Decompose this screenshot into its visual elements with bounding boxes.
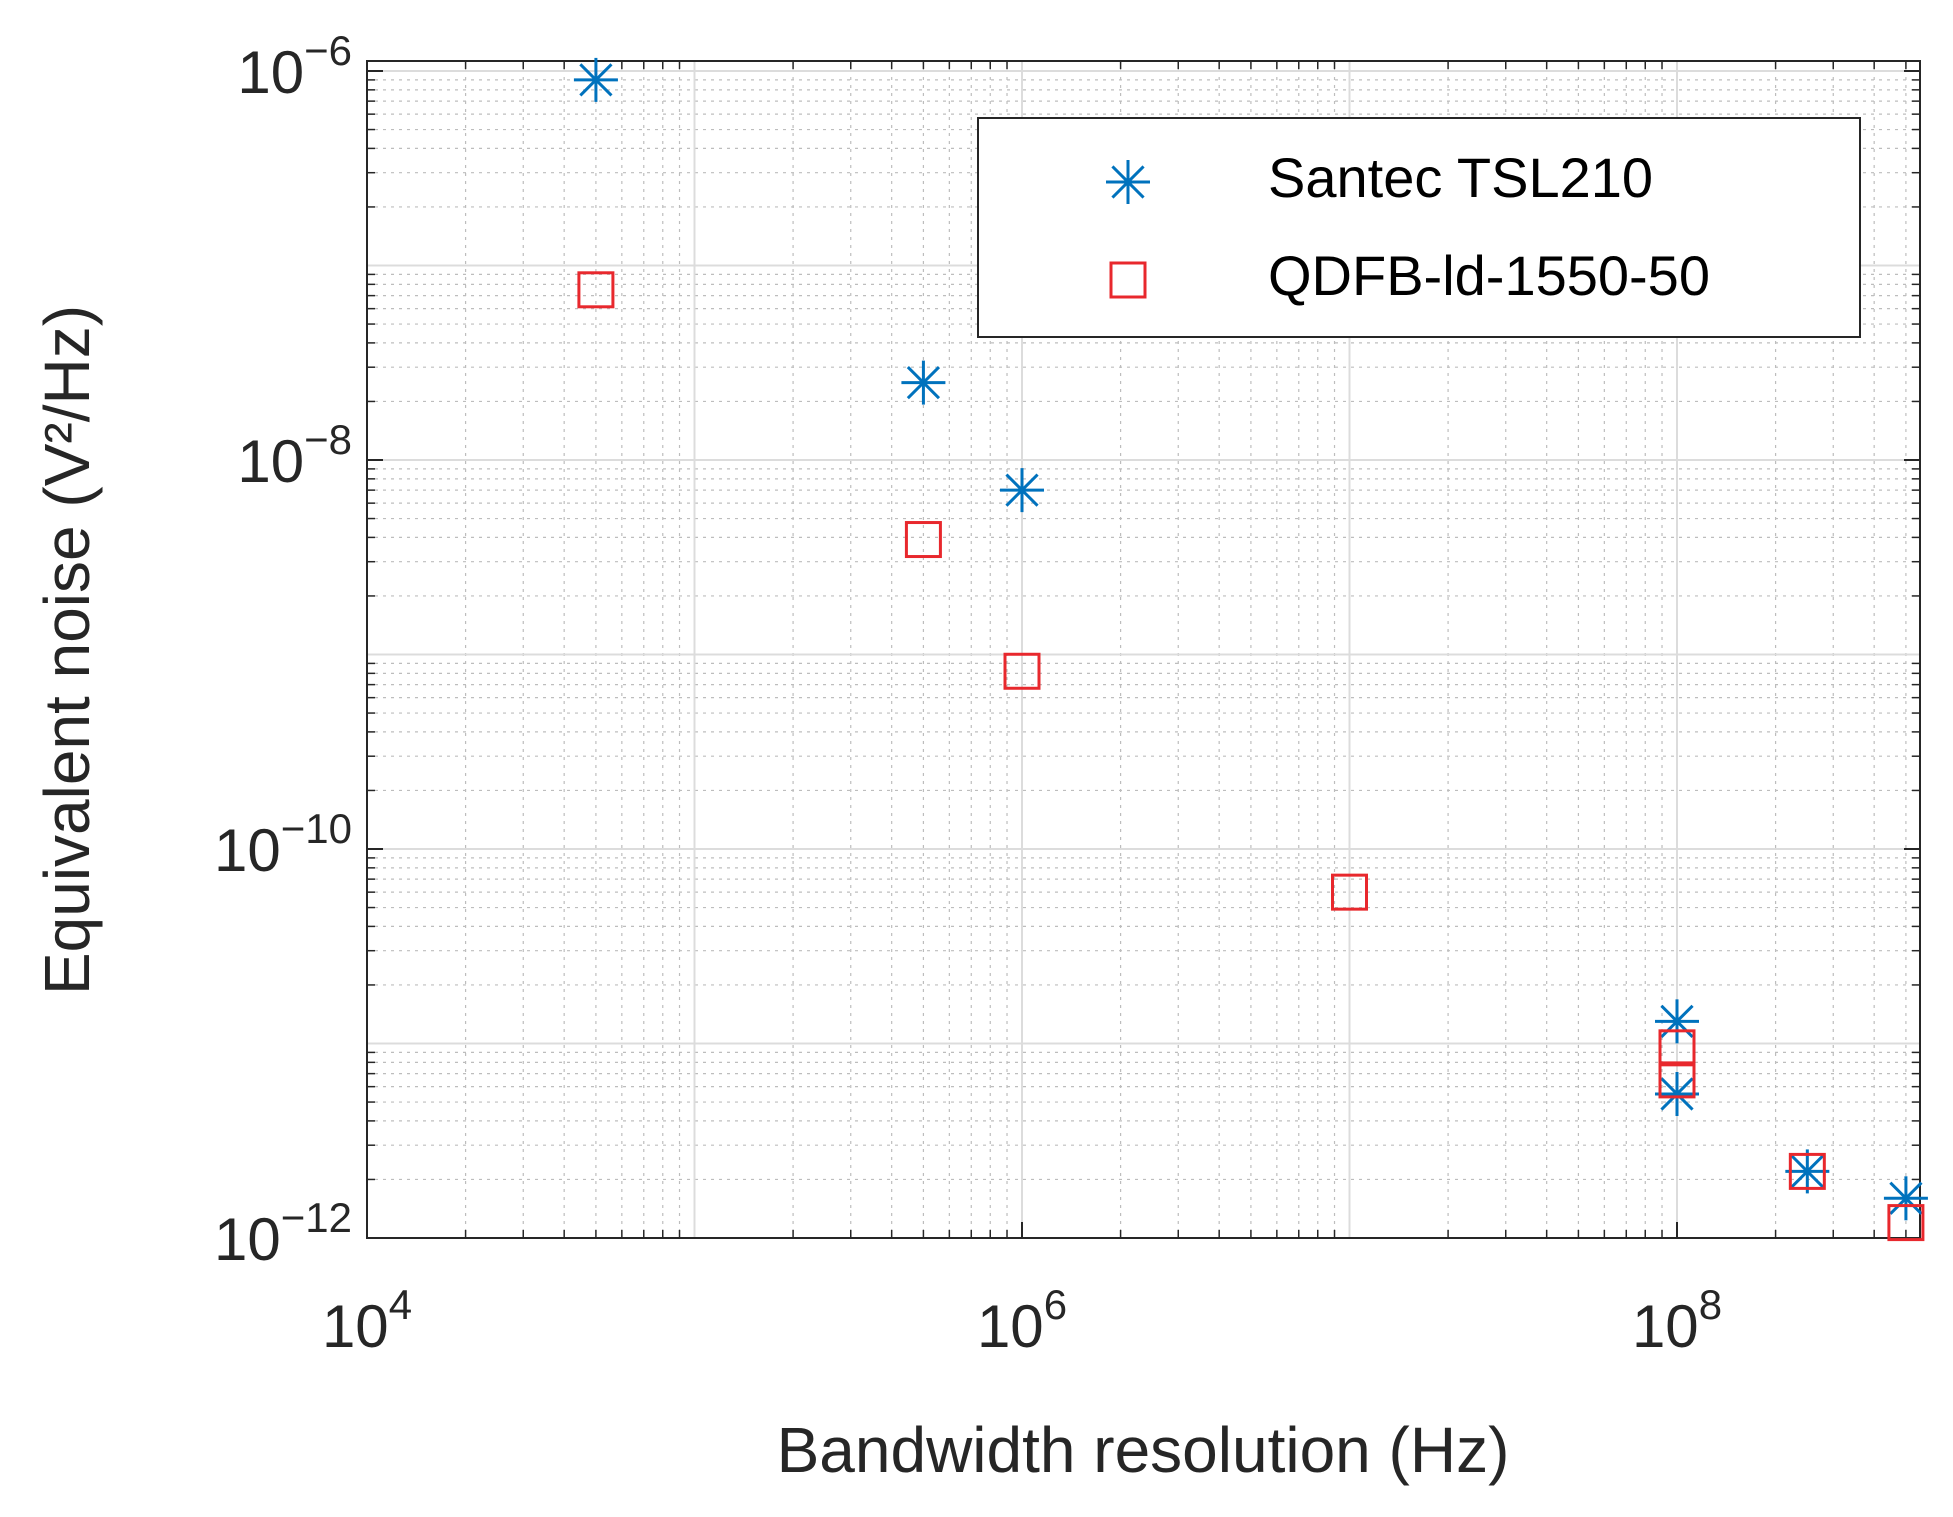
y-tick-label: 10−12 (214, 1194, 352, 1273)
santec-point (1000, 468, 1044, 513)
santec-point (1655, 1071, 1699, 1116)
legend-label-santec: Santec TSL210 (1268, 146, 1653, 209)
legend-label-qdfb: QDFB-ld-1550-50 (1268, 244, 1710, 307)
series-santec (573, 57, 1928, 1221)
qdfb-point (904, 521, 942, 559)
qdfb-point (1331, 873, 1368, 911)
qdfb-point (1788, 1152, 1826, 1190)
santec-point (1785, 1149, 1830, 1194)
legend-asterisk (1106, 160, 1150, 204)
y-axis-label: Equivalent noise (V²/Hz) (31, 305, 103, 995)
x-tick-label: 106 (977, 1281, 1067, 1360)
x-tick-exponent: 8 (1699, 1281, 1722, 1328)
x-axis-label: Bandwidth resolution (Hz) (777, 1414, 1510, 1486)
x-axis-ticks: 104 106 108 (322, 61, 1907, 1360)
santec-point (1655, 999, 1699, 1044)
x-tick-label: 108 (1632, 1281, 1722, 1360)
qdfb-point (1003, 652, 1041, 690)
qdfb-point (1658, 1029, 1696, 1067)
qdfb-point (577, 271, 615, 309)
y-tick-exponent: −10 (281, 805, 352, 852)
asterisk-stroke (579, 63, 613, 97)
legend-square (1109, 261, 1147, 299)
santec-point (573, 57, 618, 102)
asterisk-stroke (1111, 165, 1145, 199)
x-tick-base: 10 (977, 1293, 1044, 1360)
x-tick-base: 10 (322, 1293, 389, 1360)
asterisk-stroke (906, 365, 941, 400)
y-tick-base: 10 (237, 39, 304, 106)
data-markers (573, 57, 1928, 1242)
santec-point (1883, 1176, 1928, 1221)
asterisk-stroke (1790, 1154, 1824, 1189)
minor-grid (367, 61, 1920, 1238)
plot-frame (366, 60, 1921, 1239)
y-tick-exponent: −8 (304, 416, 352, 463)
x-tick-base: 10 (1632, 1293, 1699, 1360)
y-tick-label: 10−6 (237, 27, 352, 106)
legend-marker-santec (1106, 160, 1150, 204)
x-tick-exponent: 6 (1044, 1281, 1067, 1328)
y-tick-base: 10 (214, 1206, 281, 1273)
y-tick-exponent: −12 (281, 1194, 352, 1241)
qdfb-point (1658, 1061, 1696, 1099)
y-tick-exponent: −6 (304, 27, 352, 74)
x-tick-label: 104 (322, 1281, 412, 1360)
x-tick-exponent: 4 (389, 1281, 412, 1328)
santec-point (901, 360, 946, 405)
y-tick-base: 10 (214, 817, 281, 884)
y-tick-label: 10−8 (237, 416, 352, 495)
y-tick-base: 10 (237, 428, 304, 495)
qdfb-point (1887, 1204, 1925, 1242)
asterisk-stroke (1660, 1077, 1694, 1111)
legend-box (977, 117, 1861, 338)
legend: Santec TSL210 QDFB-ld-1550-50 (977, 117, 1861, 338)
series-qdfb (577, 271, 1925, 1242)
y-tick-label: 10−10 (214, 805, 352, 884)
asterisk-stroke (1889, 1181, 1923, 1215)
asterisk-stroke (1005, 473, 1039, 507)
legend-marker-qdfb (1109, 261, 1147, 299)
